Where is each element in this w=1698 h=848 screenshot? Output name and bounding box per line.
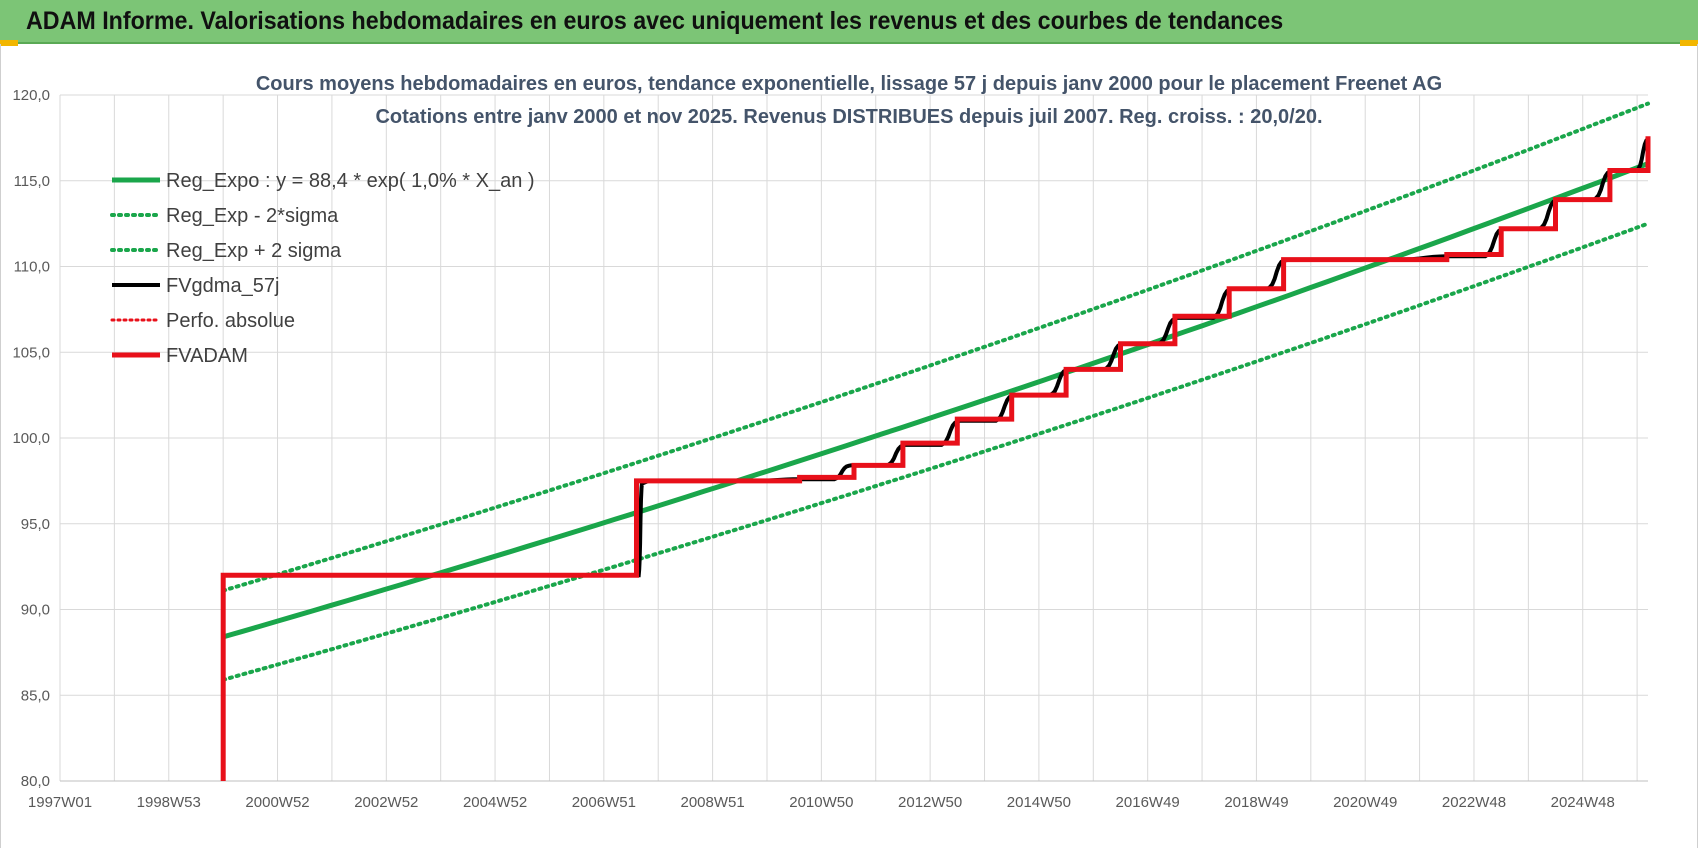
x-tick-label: 2008W51: [680, 794, 744, 811]
x-tick-label: 2020W49: [1333, 794, 1397, 811]
y-tick-label: 120,0: [12, 87, 50, 104]
x-tick-label: 2010W50: [789, 794, 853, 811]
y-tick-label: 95,0: [21, 516, 50, 533]
series-line-2: [221, 221, 1650, 682]
y-tick-label: 115,0: [14, 173, 50, 190]
legend: Reg_Expo : y = 88,4 * exp( 1,0% * X_an )…: [110, 170, 535, 367]
axes: 80,0 85,0 90,0 95,0 100,0 105,0 110,0 115,0 120,…: [12, 87, 1648, 811]
x-tick-label: 2014W50: [1007, 794, 1071, 811]
x-tick-label: 2000W52: [245, 794, 309, 811]
y-tick-label: 85,0: [21, 687, 50, 704]
y-tick-label: 105,0: [12, 344, 50, 361]
report-header: ADAM Informe. Valorisations hebdomadaire…: [0, 0, 1698, 44]
y-tick-label: 110,0: [14, 259, 50, 276]
x-tick-label: 2006W51: [572, 794, 636, 811]
x-tick-label: 2024W48: [1551, 794, 1615, 811]
legend-label: Reg_Exp - 2*sigma: [166, 205, 339, 227]
series-line-1: [222, 161, 1649, 640]
x-tick-label: 1997W01: [28, 794, 92, 811]
x-tick-label: 2018W49: [1224, 794, 1288, 811]
x-tick-label: 2022W48: [1442, 794, 1506, 811]
y-tick-label: 80,0: [21, 773, 50, 790]
legend-label: FVADAM: [166, 345, 248, 367]
series-line-4: [223, 137, 1650, 578]
chart-title: Cours moyens hebdomadaires en euros, ten…: [256, 73, 1442, 95]
x-tick-label: 2012W50: [898, 794, 962, 811]
chart-subtitle: Cotations entre janv 2000 et nov 2025. R…: [375, 106, 1322, 128]
corner-marker-right: [1680, 40, 1698, 46]
y-tick-label: 90,0: [21, 602, 50, 619]
x-tick-label: 2004W52: [463, 794, 527, 811]
legend-label: Perfo. absolue: [166, 310, 295, 332]
x-tick-label: 2016W49: [1116, 794, 1180, 811]
series-line-6: [220, 136, 1651, 781]
corner-marker-left: [0, 40, 18, 46]
legend-label: FVgdma_57j: [166, 275, 279, 297]
legend-label: Reg_Expo : y = 88,4 * exp( 1,0% * X_an ): [166, 170, 535, 192]
x-tick-label: 2002W52: [354, 794, 418, 811]
report-title: ADAM Informe. Valorisations hebdomadaire…: [26, 7, 1284, 35]
legend-label: Reg_Exp + 2 sigma: [166, 240, 342, 262]
x-tick-label: 1998W53: [137, 794, 201, 811]
series-line-3: [221, 101, 1650, 593]
series-lines: [220, 101, 1651, 781]
y-tick-label: 100,0: [12, 430, 50, 447]
gridlines: [59, 94, 1648, 782]
